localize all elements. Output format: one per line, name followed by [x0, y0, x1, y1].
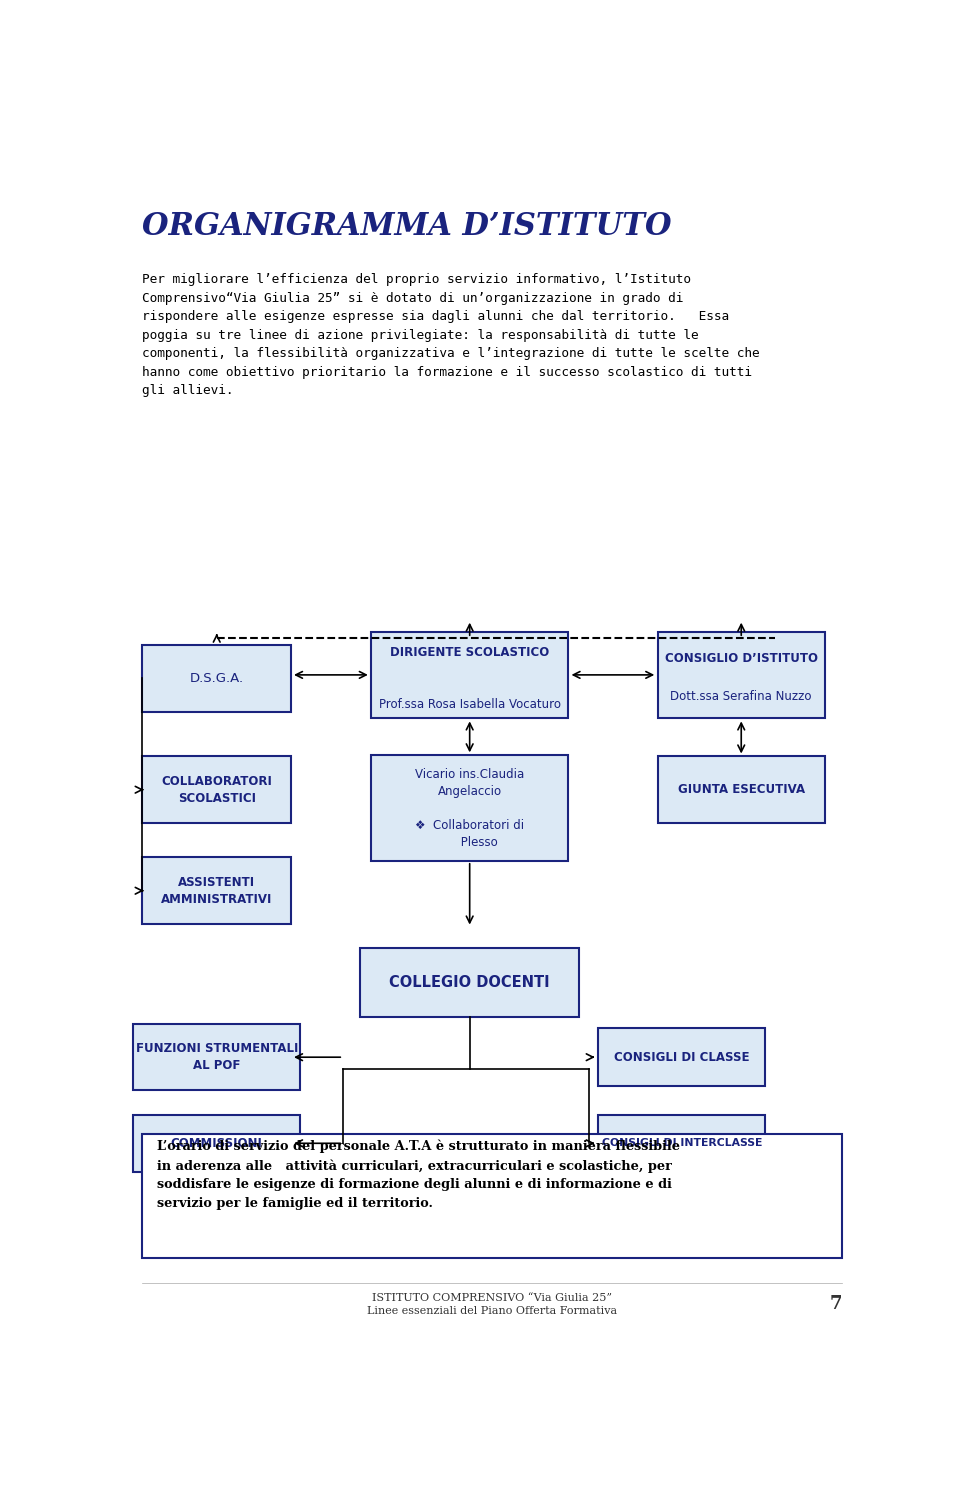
Text: GIUNTA ESECUTIVA: GIUNTA ESECUTIVA [678, 783, 804, 796]
FancyBboxPatch shape [142, 646, 291, 711]
Text: FUNZIONI STRUMENTALI
AL POF: FUNZIONI STRUMENTALI AL POF [135, 1042, 298, 1072]
Text: ISTITUTO COMPRENSIVO “Via Giulia 25”: ISTITUTO COMPRENSIVO “Via Giulia 25” [372, 1293, 612, 1303]
Text: ASSISTENTI
AMMINISTRATIVI: ASSISTENTI AMMINISTRATIVI [161, 875, 273, 905]
FancyBboxPatch shape [598, 1029, 765, 1085]
Text: Prof.ssa Rosa Isabella Vocaturo: Prof.ssa Rosa Isabella Vocaturo [378, 698, 561, 711]
FancyBboxPatch shape [360, 948, 580, 1017]
Text: COLLABORATORI
SCOLASTICI: COLLABORATORI SCOLASTICI [161, 775, 272, 805]
Text: L’orario di servizio del personale A.T.A è strutturato in maniera flessibile
in : L’orario di servizio del personale A.T.A… [157, 1139, 681, 1209]
FancyBboxPatch shape [133, 1115, 300, 1172]
Text: CONSIGLI DI CLASSE: CONSIGLI DI CLASSE [614, 1051, 750, 1063]
Text: 7: 7 [829, 1294, 842, 1314]
FancyBboxPatch shape [372, 632, 568, 719]
FancyBboxPatch shape [142, 756, 291, 823]
Text: CONSIGLI DI INTERCLASSE: CONSIGLI DI INTERCLASSE [602, 1138, 762, 1148]
Text: CONSIGLIO D’ISTITUTO: CONSIGLIO D’ISTITUTO [664, 653, 818, 665]
FancyBboxPatch shape [598, 1115, 765, 1172]
Text: DIRIGENTE SCOLASTICO: DIRIGENTE SCOLASTICO [390, 646, 549, 659]
Text: Vicario ins.Claudia
Angelaccio

❖  Collaboratori di
     Plesso: Vicario ins.Claudia Angelaccio ❖ Collabo… [415, 768, 524, 848]
FancyBboxPatch shape [142, 857, 291, 924]
Text: Per migliorare l’efficienza del proprio servizio informativo, l’Istituto
Compren: Per migliorare l’efficienza del proprio … [142, 273, 760, 397]
FancyBboxPatch shape [658, 632, 825, 719]
FancyBboxPatch shape [658, 756, 825, 823]
Text: Linee essenziali del Piano Offerta Formativa: Linee essenziali del Piano Offerta Forma… [367, 1306, 617, 1317]
FancyBboxPatch shape [133, 1024, 300, 1090]
Text: COMMISSIONI: COMMISSIONI [171, 1136, 263, 1150]
Text: ORGANIGRAMMA D’ISTITUTO: ORGANIGRAMMA D’ISTITUTO [142, 212, 672, 242]
Text: D.S.G.A.: D.S.G.A. [190, 672, 244, 684]
FancyBboxPatch shape [142, 1135, 842, 1258]
FancyBboxPatch shape [372, 756, 568, 860]
Text: Dott.ssa Serafina Nuzzo: Dott.ssa Serafina Nuzzo [670, 690, 812, 702]
Text: COLLEGIO DOCENTI: COLLEGIO DOCENTI [390, 975, 550, 990]
